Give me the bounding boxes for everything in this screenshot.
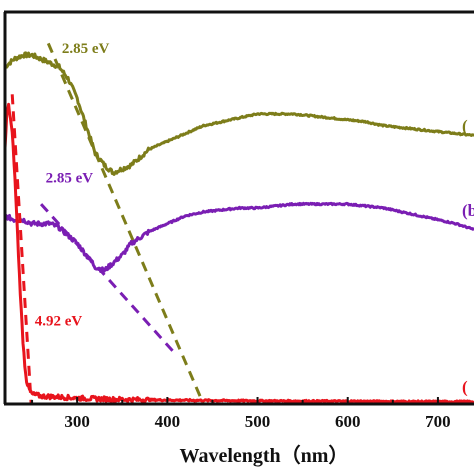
- x-tick-label-300: 300: [64, 412, 90, 431]
- x-tick-label-700: 700: [425, 412, 451, 431]
- series-line-2: [5, 102, 474, 404]
- axes: 300 400 500 600 700: [3, 10, 474, 431]
- bandgap-label-0: 2.85 eV: [62, 41, 110, 57]
- x-tick-label-400: 400: [155, 412, 181, 431]
- series-label-1: (b: [462, 201, 474, 220]
- plot-area: 2.85 eV 2.85 eV 4.92 eV ( (b (: [5, 41, 474, 404]
- bandgap-label-1: 2.85 eV: [46, 171, 94, 187]
- tangent-line-2: [10, 94, 33, 404]
- series-line-0: [5, 51, 474, 176]
- series-label-2: (: [462, 377, 468, 396]
- series-line-1: [5, 201, 474, 273]
- series-label-0: (: [462, 117, 468, 136]
- x-axis-title: Wavelength（nm）: [180, 444, 349, 467]
- x-tick-label-600: 600: [335, 412, 361, 431]
- plot-content: 2.85 eV 2.85 eV 4.92 eV ( (b (: [5, 41, 474, 404]
- tangent-line-0: [46, 42, 205, 404]
- x-tick-label-500: 500: [245, 412, 271, 431]
- bandgap-label-2: 4.92 eV: [35, 314, 83, 330]
